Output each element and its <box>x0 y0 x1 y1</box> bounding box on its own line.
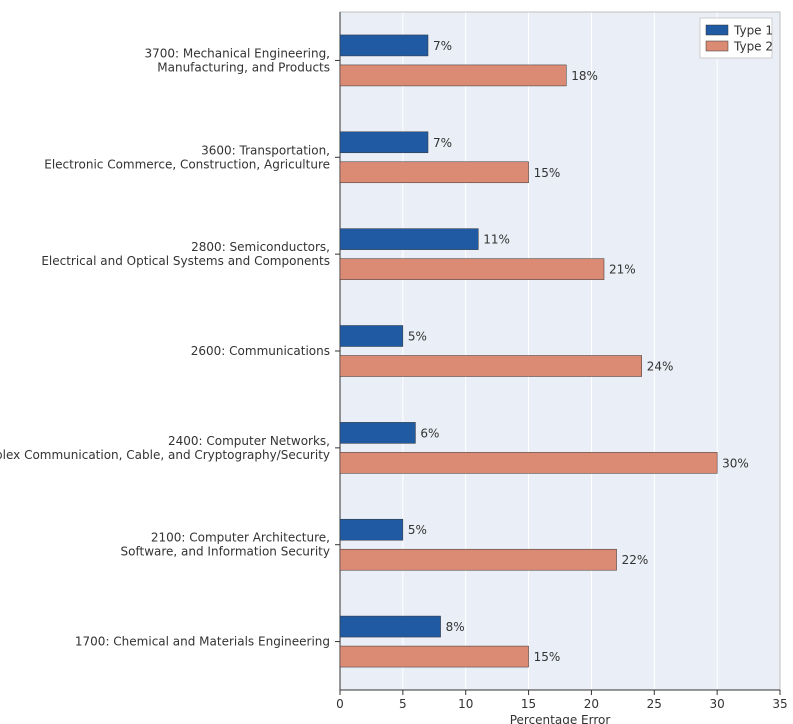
bar-type2 <box>340 646 529 667</box>
y-tick-label: 3700: Mechanical Engineering,Manufacturi… <box>144 46 330 74</box>
bar-value-label-type2: 22% <box>622 553 649 567</box>
legend-label-type2: Type 2 <box>733 40 773 54</box>
bar-value-label-type2: 18% <box>571 69 598 83</box>
x-tick-label: 0 <box>336 697 344 711</box>
legend-label-type1: Type 1 <box>733 24 773 38</box>
bar-type2 <box>340 162 529 183</box>
legend-swatch-type2 <box>706 41 728 51</box>
bar-value-label-type2: 21% <box>609 263 636 277</box>
bar-value-label-type1: 5% <box>408 523 427 537</box>
y-tick-label-line: 2100: Computer Architecture, <box>151 531 330 545</box>
bar-type1 <box>340 422 415 443</box>
bar-type1 <box>340 229 478 250</box>
x-tick-label: 10 <box>458 697 473 711</box>
bar-type2 <box>340 259 604 280</box>
legend-swatch-type1 <box>706 25 728 35</box>
bar-type1 <box>340 519 403 540</box>
bar-value-label-type1: 8% <box>446 620 465 634</box>
bar-value-label-type1: 6% <box>420 426 439 440</box>
chart-svg: 0 5 10 15 20 25 30 35 Percentage Error 1700: Chem… <box>0 0 793 724</box>
bar-type2 <box>340 452 717 473</box>
y-tick-label-line: Multiplex Communication, Cable, and Cryp… <box>0 448 330 462</box>
x-tick-label: 30 <box>710 697 725 711</box>
bar-value-label-type2: 15% <box>534 650 561 664</box>
legend: Type 1 Type 2 <box>700 18 773 58</box>
y-tick-label-line: 1700: Chemical and Materials Engineering <box>75 635 330 649</box>
x-tick-label: 15 <box>521 697 536 711</box>
bar-value-label-type1: 7% <box>433 39 452 53</box>
x-tick-label: 20 <box>584 697 599 711</box>
bar-value-label-type2: 30% <box>722 456 749 470</box>
bar-value-label-type1: 7% <box>433 136 452 150</box>
bar-type1 <box>340 326 403 347</box>
y-tick-label: 2600: Communications <box>191 344 330 358</box>
horizontal-grouped-bar-chart: 0 5 10 15 20 25 30 35 Percentage Error 1700: Chem… <box>0 0 793 724</box>
bar-value-label-type1: 11% <box>483 233 510 247</box>
y-tick-label-line: Software, and Information Security <box>121 545 330 559</box>
y-tick-label-line: 3600: Transportation, <box>201 143 330 157</box>
plot-background <box>340 12 780 690</box>
bar-value-label-type2: 24% <box>647 360 674 374</box>
bar-type1 <box>340 132 428 153</box>
y-tick-label-line: 3700: Mechanical Engineering, <box>144 46 330 60</box>
y-tick-label: 1700: Chemical and Materials Engineering <box>75 635 330 649</box>
y-tick-label-line: 2600: Communications <box>191 344 330 358</box>
bar-type2 <box>340 65 566 86</box>
bar-type2 <box>340 356 642 377</box>
bar-type1 <box>340 616 441 637</box>
y-tick-label-line: Manufacturing, and Products <box>157 60 330 74</box>
bar-value-label-type2: 15% <box>534 166 561 180</box>
bar-type2 <box>340 549 617 570</box>
y-tick-label-line: Electrical and Optical Systems and Compo… <box>41 254 330 268</box>
x-tick-label: 25 <box>647 697 662 711</box>
y-tick-label-line: 2400: Computer Networks, <box>168 434 330 448</box>
x-tick-label: 5 <box>399 697 407 711</box>
bar-type1 <box>340 35 428 56</box>
x-tick-label: 35 <box>772 697 787 711</box>
y-tick-label-line: 2800: Semiconductors, <box>191 240 330 254</box>
y-tick-label-line: Electronic Commerce, Construction, Agric… <box>44 157 330 171</box>
y-tick-label: 2100: Computer Architecture,Software, an… <box>121 531 330 559</box>
bar-value-label-type1: 5% <box>408 330 427 344</box>
x-axis-title: Percentage Error <box>510 713 611 724</box>
